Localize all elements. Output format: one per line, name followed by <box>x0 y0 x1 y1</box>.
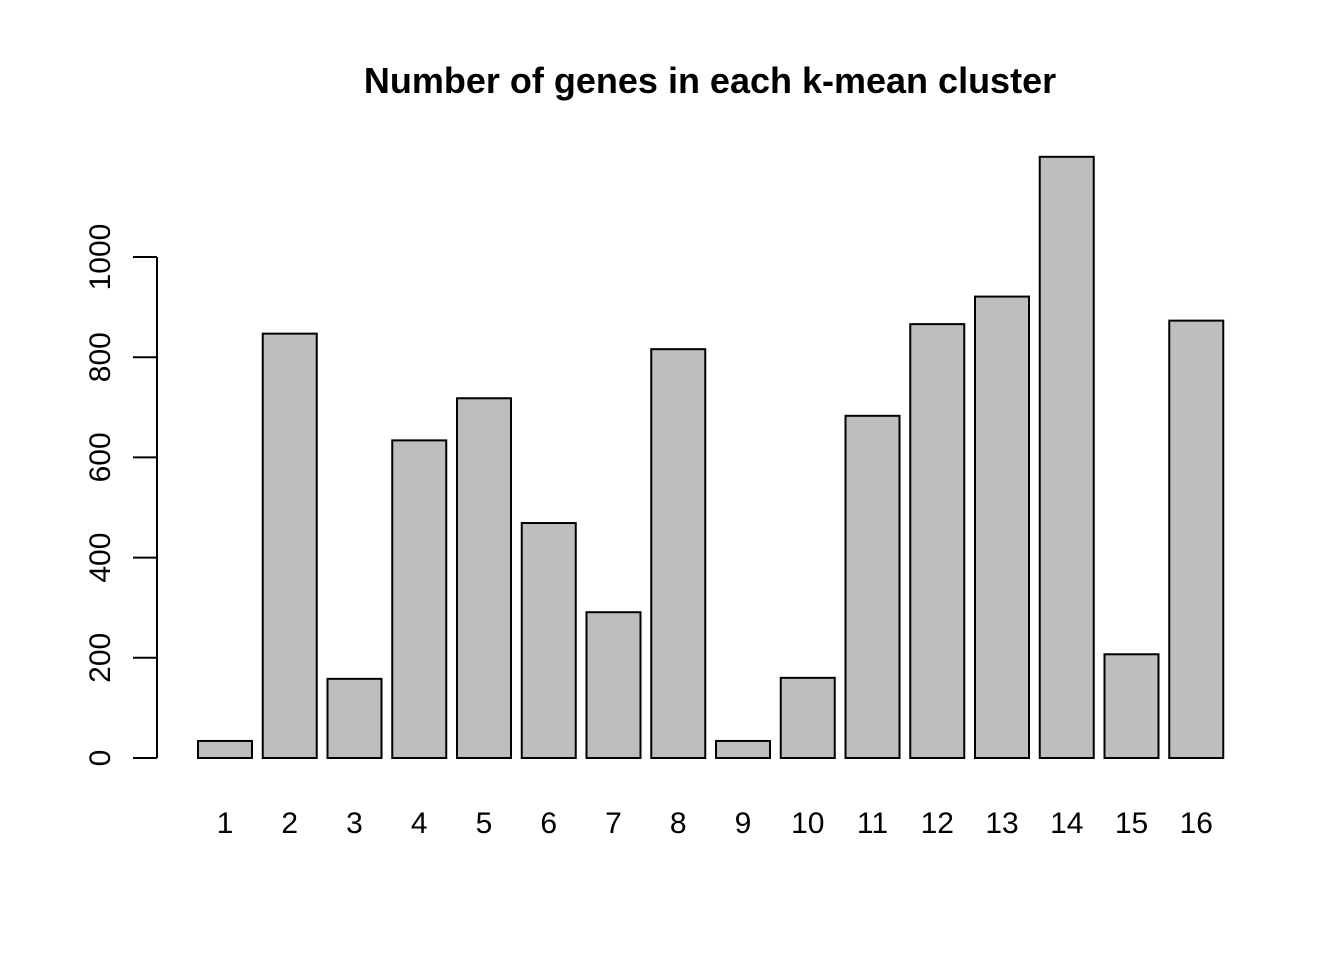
x-tick-label: 15 <box>1115 807 1148 840</box>
x-tick-label: 3 <box>346 807 363 840</box>
x-tick-label: 10 <box>791 807 824 840</box>
bar-cluster-5 <box>456 397 512 759</box>
bar-cluster-11 <box>844 414 901 759</box>
x-tick-label: 8 <box>670 807 687 840</box>
bar-cluster-3 <box>326 677 383 760</box>
bar-cluster-14 <box>1038 155 1095 760</box>
bar-cluster-12 <box>909 323 966 759</box>
bars-group <box>197 155 1225 760</box>
bar-cluster-6 <box>520 522 577 760</box>
bar-cluster-2 <box>261 332 318 759</box>
y-axis: 0 200 400 600 800 1000 <box>84 224 158 767</box>
y-tick-label: 200 <box>84 633 117 683</box>
x-tick-label: 14 <box>1050 807 1083 840</box>
x-tick-label: 12 <box>921 807 954 840</box>
x-tick-labels: 1 2 3 4 5 6 7 8 9 10 11 12 13 14 15 16 <box>217 807 1213 840</box>
x-tick-label: 11 <box>857 807 888 840</box>
x-tick-label: 16 <box>1180 807 1213 840</box>
bar-cluster-4 <box>391 439 448 759</box>
bar-cluster-9 <box>715 739 771 759</box>
x-tick-label: 7 <box>605 807 622 840</box>
x-tick-label: 1 <box>217 807 234 840</box>
bar-cluster-7 <box>585 611 642 760</box>
x-tick-label: 9 <box>735 807 752 840</box>
bar-cluster-16 <box>1168 319 1225 759</box>
bar-cluster-8 <box>650 348 707 759</box>
bar-cluster-13 <box>974 295 1030 759</box>
y-tick-label: 1000 <box>84 224 117 291</box>
bar-cluster-15 <box>1103 653 1160 759</box>
x-tick-label: 2 <box>281 807 298 840</box>
bar-cluster-10 <box>779 676 836 760</box>
bar-cluster-1 <box>197 739 253 759</box>
x-tick-label: 4 <box>411 807 428 840</box>
x-tick-label: 5 <box>476 807 493 840</box>
x-tick-label: 13 <box>985 807 1018 840</box>
chart-title: Number of genes in each k-mean cluster <box>364 60 1056 101</box>
y-tick-label: 0 <box>84 750 117 767</box>
x-tick-label: 6 <box>540 807 557 840</box>
y-tick-label: 400 <box>84 533 117 583</box>
y-tick-label: 800 <box>84 332 117 382</box>
y-tick-label: 600 <box>84 432 117 482</box>
